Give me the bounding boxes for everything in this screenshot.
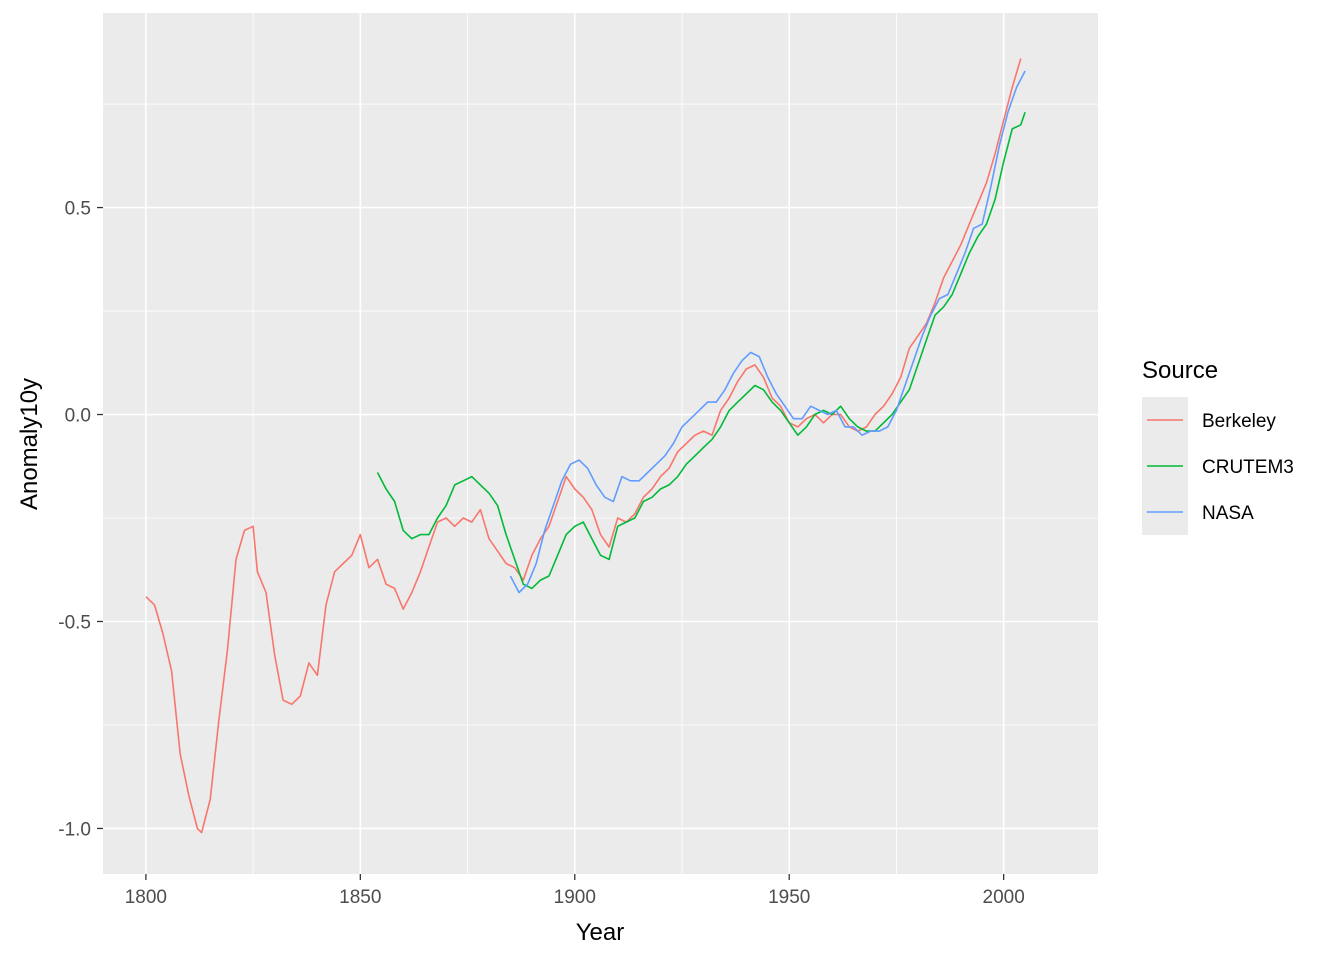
grid-major (103, 13, 1098, 874)
y-tick-label: -0.5 (58, 612, 91, 633)
y-tick-label: 0.0 (65, 406, 91, 427)
x-tick-label: 1850 (339, 887, 381, 908)
x-axis: 1800 1850 1900 1950 2000 (125, 874, 1025, 908)
y-axis-title: Anomaly10y (16, 378, 43, 510)
legend-label-nasa: NASA (1202, 503, 1254, 524)
grid-minor (103, 13, 1098, 874)
x-tick-label: 1800 (125, 887, 167, 908)
plot-panel (103, 13, 1098, 874)
y-tick-label: 0.5 (65, 199, 91, 220)
y-axis: -1.0 -0.5 0.0 0.5 (58, 199, 103, 840)
x-tick-label: 2000 (983, 887, 1025, 908)
y-tick-label: -1.0 (58, 819, 91, 840)
legend: Source Berkeley CRUTEM3 NASA (1142, 357, 1294, 535)
legend-title: Source (1142, 357, 1218, 384)
x-axis-title: Year (576, 919, 625, 946)
series-line-berkeley (145, 58, 1022, 834)
legend-label-crutem3: CRUTEM3 (1202, 457, 1294, 478)
series-layer (145, 58, 1026, 834)
x-tick-label: 1950 (768, 887, 810, 908)
series-line-nasa (509, 70, 1026, 594)
x-tick-label: 1900 (554, 887, 596, 908)
legend-label-berkeley: Berkeley (1202, 411, 1276, 432)
series-line-crutem3 (376, 112, 1026, 590)
